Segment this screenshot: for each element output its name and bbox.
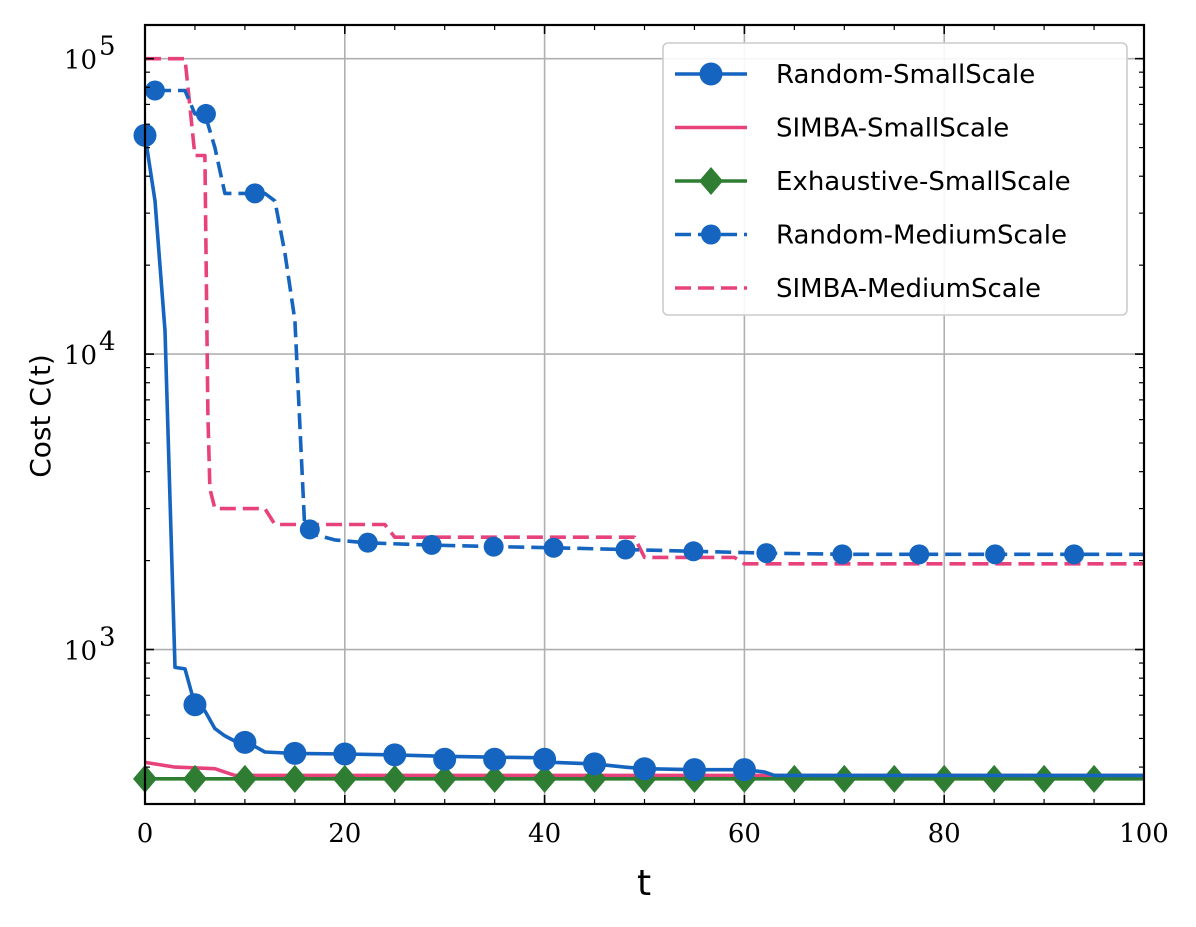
data-point <box>982 764 1007 793</box>
data-point <box>583 752 607 776</box>
legend-item: Random-SmallScale <box>675 60 1035 90</box>
data-point <box>615 539 636 560</box>
legend-label: Random-SmallScale <box>776 60 1035 90</box>
data-point <box>932 764 957 793</box>
data-point <box>683 541 704 562</box>
data-point <box>482 764 507 793</box>
legend: Random-SmallScale SIMBA-SmallScale Exhaust… <box>662 42 1128 316</box>
data-point <box>432 764 457 793</box>
y-tick-label: 10 <box>64 637 97 667</box>
data-point <box>1032 764 1057 793</box>
data-point <box>832 544 853 565</box>
data-point <box>532 764 557 793</box>
data-point <box>357 532 378 553</box>
legend-label: SIMBA-MediumScale <box>776 274 1041 304</box>
y-tick-label: 10 <box>64 46 97 76</box>
data-point <box>633 757 656 781</box>
data-point <box>533 747 557 771</box>
data-point <box>144 80 165 101</box>
legend-box <box>662 42 1128 316</box>
x-tick-label: 0 <box>137 819 154 849</box>
y-axis-label: Cost C(t) <box>24 354 57 478</box>
data-point <box>283 741 307 765</box>
series-random-smallscale <box>133 123 1144 782</box>
data-point <box>383 743 407 767</box>
data-point <box>233 730 257 754</box>
data-point <box>282 764 307 793</box>
data-point <box>183 693 207 717</box>
data-point <box>985 544 1006 565</box>
legend-item: SIMBA-MediumScale <box>675 274 1041 304</box>
series-random-mediumscale <box>144 80 1144 565</box>
data-point <box>732 758 756 782</box>
data-point <box>756 543 777 564</box>
data-point <box>483 536 504 557</box>
data-point <box>333 742 357 766</box>
legend-label: Random-MediumScale <box>776 221 1067 251</box>
data-point <box>1064 544 1085 565</box>
legend-marker <box>701 224 721 245</box>
legend-label: Exhaustive-SmallScale <box>776 167 1071 197</box>
legend-marker <box>699 167 723 195</box>
y-tick-exponent: 3 <box>99 623 116 653</box>
legend-marker <box>699 62 723 86</box>
data-point <box>682 758 706 782</box>
legend-item: SIMBA-SmallScale <box>675 114 1009 144</box>
y-tick-label: 10 <box>64 341 97 371</box>
data-point <box>244 183 265 204</box>
data-point <box>1082 764 1107 793</box>
data-point <box>483 747 507 771</box>
legend-label: SIMBA-SmallScale <box>776 114 1009 144</box>
series-layer <box>133 56 1144 793</box>
x-tick-label: 80 <box>928 819 961 849</box>
x-tick-label: 60 <box>728 819 761 849</box>
data-point <box>232 764 257 793</box>
x-tick-label: 40 <box>528 819 561 849</box>
x-tick-label: 100 <box>1119 819 1169 849</box>
data-point <box>543 537 564 558</box>
data-point <box>433 747 457 771</box>
data-point <box>332 764 357 793</box>
data-point <box>382 764 407 793</box>
x-axis-label: t <box>637 863 651 904</box>
data-point <box>195 103 216 124</box>
data-point <box>832 764 857 793</box>
y-tick-exponent: 5 <box>99 32 116 62</box>
data-point <box>782 764 807 793</box>
y-tick-exponent: 4 <box>99 327 116 357</box>
data-point <box>299 519 320 540</box>
data-point <box>182 764 207 793</box>
x-tick-label: 20 <box>328 819 361 849</box>
legend-item: Exhaustive-SmallScale <box>675 167 1071 197</box>
data-point <box>882 764 907 793</box>
data-point <box>909 544 930 565</box>
data-point <box>421 534 442 555</box>
legend-item: Random-MediumScale <box>675 221 1067 251</box>
